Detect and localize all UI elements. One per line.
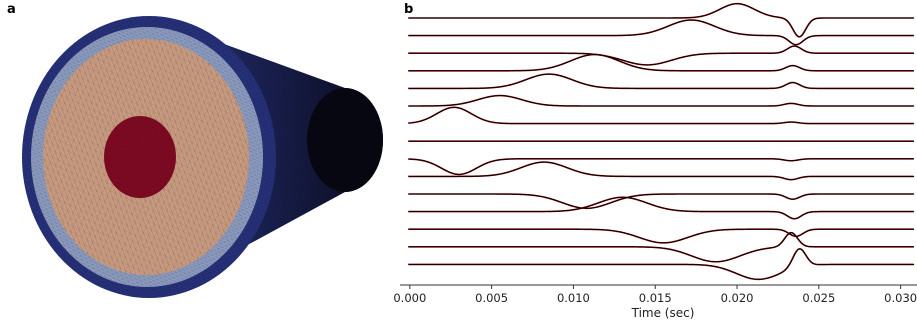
trace-reference-9 — [408, 158, 914, 176]
trace-12 — [408, 196, 915, 220]
x-tick-label: 0.010 — [557, 291, 590, 305]
trace-1 — [408, 3, 915, 38]
trace-reference-1 — [408, 2, 914, 38]
trace-reference-7 — [408, 106, 914, 125]
trace-3 — [408, 45, 915, 66]
trace-13 — [408, 228, 915, 244]
cylinder-far-cap — [307, 88, 383, 192]
trace-reference-5 — [408, 73, 914, 90]
trace-reference-3 — [408, 45, 914, 66]
x-tick-label: 0.030 — [884, 291, 917, 305]
trace-reference-6 — [408, 94, 914, 107]
x-tick-label: 0.005 — [475, 291, 508, 305]
trace-2 — [408, 19, 915, 46]
x-tick-label: 0.015 — [639, 291, 672, 305]
trace-reference-12 — [408, 196, 914, 220]
trace-6 — [408, 95, 915, 107]
trace-reference-13 — [408, 228, 914, 244]
trace-14 — [408, 232, 915, 263]
trace-reference-11 — [408, 193, 914, 210]
x-tick-label: 0.025 — [802, 291, 835, 305]
trace-9 — [408, 158, 915, 175]
trace-11 — [408, 193, 915, 209]
trace-5 — [408, 73, 915, 89]
trace-15 — [408, 248, 915, 280]
x-tick-label: 0.000 — [393, 291, 426, 305]
mesh-cylinder-figure — [22, 16, 383, 298]
trace-4 — [408, 54, 915, 72]
trace-7 — [408, 106, 915, 125]
panel-a-label: a — [7, 2, 16, 17]
trace-lines — [408, 2, 915, 281]
x-axis-title: Time (sec) — [631, 306, 695, 320]
cylinder-front-face — [22, 16, 276, 298]
x-tick-label: 0.020 — [721, 291, 754, 305]
panel-b-label: b — [404, 2, 414, 17]
x-axis-ticks: 0.000 0.005 0.010 0.015 0.020 0.025 0.030 — [393, 285, 917, 305]
trace-10 — [408, 161, 915, 181]
trace-reference-2 — [408, 19, 914, 46]
